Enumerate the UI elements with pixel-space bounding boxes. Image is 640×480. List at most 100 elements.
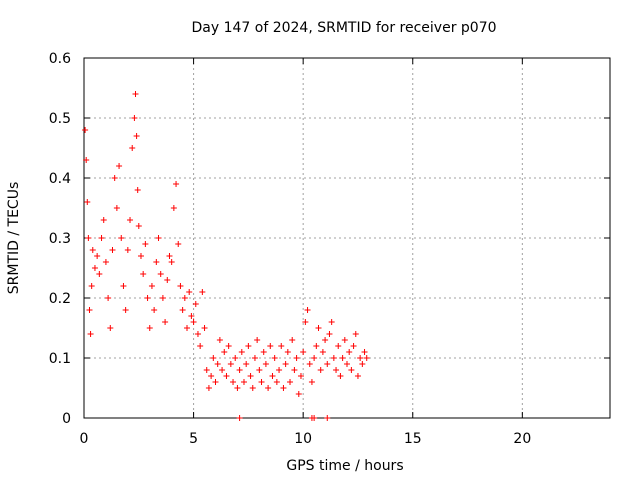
data-point (142, 241, 149, 247)
chart-title: Day 147 of 2024, SRMTID for receiver p07… (191, 20, 496, 36)
data-point (221, 349, 228, 355)
data-point (322, 337, 329, 343)
data-point (113, 205, 120, 211)
x-tick-label: 15 (404, 431, 422, 447)
data-point (326, 331, 333, 337)
data-point (86, 307, 93, 313)
data-point (335, 343, 342, 349)
data-point (289, 337, 296, 343)
data-point (254, 337, 261, 343)
data-point (247, 373, 254, 379)
data-point (262, 361, 269, 367)
data-point (162, 319, 169, 325)
data-point (348, 367, 355, 373)
data-point (205, 385, 212, 391)
data-point (319, 349, 326, 355)
data-point (111, 175, 118, 181)
x-tick-label: 5 (189, 431, 198, 447)
data-point (260, 349, 267, 355)
data-points (82, 91, 370, 421)
y-tick-label: 0.4 (49, 171, 71, 187)
data-point (85, 235, 92, 241)
data-point (194, 331, 201, 337)
data-point (337, 373, 344, 379)
data-point (267, 343, 274, 349)
data-point (175, 241, 182, 247)
data-point (133, 133, 140, 139)
data-point (333, 367, 340, 373)
data-point (236, 367, 243, 373)
data-point (282, 361, 289, 367)
data-point (116, 163, 123, 169)
data-point (179, 307, 186, 313)
data-point (280, 385, 287, 391)
data-point (324, 361, 331, 367)
data-point (273, 379, 280, 385)
data-point (265, 385, 272, 391)
data-point (212, 379, 219, 385)
data-point (109, 247, 116, 253)
data-point (146, 325, 153, 331)
data-point (124, 247, 131, 253)
data-point (354, 373, 361, 379)
data-point (122, 307, 129, 313)
data-point (188, 313, 195, 319)
data-point (151, 307, 158, 313)
data-point (153, 259, 160, 265)
data-point (157, 271, 164, 277)
data-point (219, 367, 226, 373)
data-point (148, 283, 155, 289)
data-point (170, 205, 177, 211)
data-point (98, 235, 105, 241)
grid (84, 58, 610, 418)
data-point (166, 253, 173, 259)
data-point (344, 361, 350, 367)
data-point (216, 337, 223, 343)
data-point (107, 325, 114, 331)
y-tick-label: 0.6 (49, 51, 71, 67)
data-point (210, 355, 217, 361)
data-point (317, 367, 324, 373)
data-point (132, 91, 139, 97)
y-tick-label: 0.2 (49, 291, 71, 307)
data-point (232, 355, 239, 361)
axis-ticks: 0 5 10 15 20 0 0.1 0.2 0.3 0.4 0.5 0.6 (49, 51, 610, 447)
data-point (328, 319, 335, 325)
data-point (311, 355, 318, 361)
data-point (118, 235, 125, 241)
data-point (251, 355, 258, 361)
data-point (127, 217, 134, 223)
data-point (339, 355, 346, 361)
data-point (159, 295, 166, 301)
data-point (173, 181, 180, 187)
data-point (131, 115, 138, 121)
data-point (291, 367, 298, 373)
data-point (105, 295, 112, 301)
data-point (181, 295, 188, 301)
data-point (94, 253, 101, 259)
x-tick-label: 20 (513, 431, 531, 447)
data-point (88, 283, 95, 289)
data-point (230, 379, 237, 385)
data-point (234, 385, 241, 391)
data-point (243, 361, 250, 367)
data-point (100, 217, 107, 223)
data-point (341, 337, 348, 343)
data-point (190, 319, 197, 325)
data-point (359, 361, 366, 367)
y-tick-label: 0 (62, 411, 71, 427)
data-point (284, 349, 291, 355)
zero-data-point (324, 415, 331, 421)
data-point (137, 253, 144, 259)
data-point (249, 385, 256, 391)
data-point (168, 259, 175, 265)
y-axis-label: SRMTID / TECUs (6, 182, 22, 295)
data-point (214, 361, 221, 367)
data-point (225, 343, 232, 349)
data-point (240, 379, 247, 385)
data-point (89, 247, 96, 253)
data-point (363, 355, 370, 361)
y-tick-label: 0.5 (49, 111, 71, 127)
data-point (300, 349, 307, 355)
data-point (256, 367, 263, 373)
